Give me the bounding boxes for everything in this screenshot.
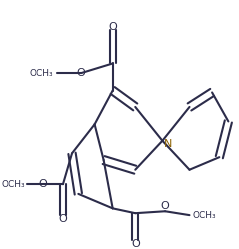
Text: OCH₃: OCH₃ [1, 180, 25, 189]
Text: OCH₃: OCH₃ [29, 69, 53, 78]
Text: O: O [38, 179, 47, 189]
Text: N: N [164, 139, 172, 149]
Text: O: O [108, 22, 117, 32]
Text: O: O [77, 68, 85, 78]
Text: O: O [59, 214, 67, 224]
Text: OCH₃: OCH₃ [192, 211, 216, 220]
Text: O: O [131, 239, 140, 249]
Text: O: O [161, 201, 169, 211]
